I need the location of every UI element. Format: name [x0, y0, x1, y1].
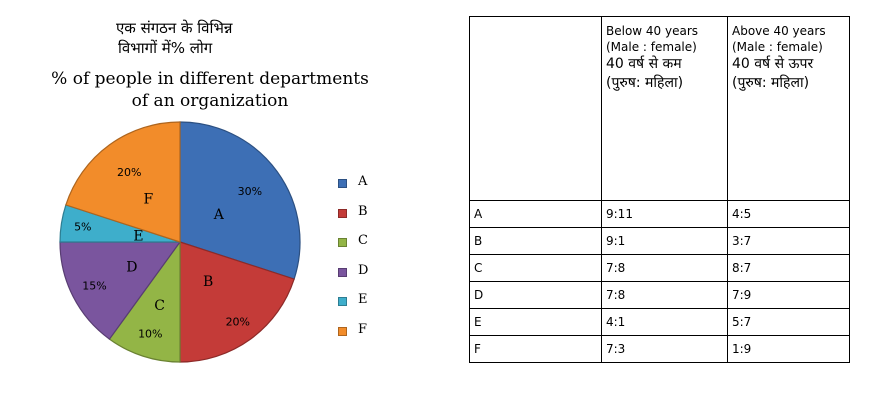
header-below-40-en-line-1: Below 40 years [606, 24, 699, 38]
header-above-40-en-line-1: Above 40 years [732, 24, 826, 38]
table-header-row: Below 40 years (Male : female) 40 वर्ष स… [469, 16, 850, 201]
table-cell-below-40: 9:1 [601, 227, 728, 255]
chart-title-hindi-line-2: विभागों में% लोग [118, 39, 213, 57]
table-cell-below-40: 4:1 [601, 308, 728, 336]
chart-title: % of people in different departments of … [30, 68, 390, 112]
legend-label-d: D [358, 262, 369, 278]
table-row: C 7:8 8:7 [469, 254, 850, 282]
pie-slice-f [65, 121, 181, 243]
table-row: A 9:11 4:5 [469, 200, 850, 228]
header-below-40-hi-line-1: 40 वर्ष से कम [606, 56, 682, 72]
legend-swatch-e [338, 297, 347, 306]
pie-slice-c [108, 240, 181, 363]
table-cell-above-40: 3:7 [727, 227, 850, 255]
header-below-40-hi-line-2: (पुरुष: महिला) [606, 75, 684, 91]
pie-slice-a [179, 121, 301, 280]
table-cell-below-40: 7:3 [601, 335, 728, 363]
pie-value-label-f: 20% [117, 166, 141, 179]
chart-title-hindi: एक संगठन के विभिन्न विभागों में% लोग [116, 18, 326, 58]
pie-value-label-b: 20% [226, 316, 250, 329]
legend-swatch-c [338, 238, 347, 247]
table-row: D 7:8 7:9 [469, 281, 850, 309]
table-row: B 9:1 3:7 [469, 227, 850, 255]
table-cell-below-40: 9:11 [601, 200, 728, 228]
pie-slice-d [59, 241, 182, 340]
pie-category-label-b: B [203, 274, 213, 290]
table-cell-above-40: 5:7 [727, 308, 850, 336]
chart-title-line-2: of an organization [131, 91, 289, 111]
table-header-cell-blank [469, 16, 602, 201]
legend-label-f: F [358, 321, 368, 337]
chart-title-line-1: % of people in different departments [51, 69, 369, 89]
pie-slice-b [179, 241, 295, 363]
table-cell-above-40: 4:5 [727, 200, 850, 228]
table-row: F 7:3 1:9 [469, 335, 850, 363]
table-cell-department: B [469, 227, 602, 255]
legend-label-b: B [358, 203, 368, 219]
table-row: E 4:1 5:7 [469, 308, 850, 336]
pie-category-label-f: F [143, 191, 153, 207]
table-cell-below-40: 7:8 [601, 281, 728, 309]
legend-label-c: C [358, 233, 368, 248]
table-cell-department: D [469, 281, 602, 309]
pie-chart: A30%B20%C10%D15%E5%F20% [59, 121, 301, 363]
table-cell-above-40: 1:9 [727, 335, 850, 363]
table-header-above-40: Above 40 years (Male : female) 40 वर्ष स… [727, 16, 850, 201]
header-above-40-en-line-2: (Male : female) [732, 40, 823, 54]
pie-category-label-d: D [126, 260, 137, 276]
chart-title-hindi-line-1: एक संगठन के विभिन्न [116, 19, 233, 37]
header-above-40-hi-line-2: (पुरुष: महिला) [732, 75, 810, 91]
pie-category-label-a: A [213, 207, 225, 223]
pie-category-label-c: C [154, 298, 165, 314]
legend-label-e: E [358, 292, 368, 307]
table-cell-department: F [469, 335, 602, 363]
table-cell-above-40: 7:9 [727, 281, 850, 309]
table-cell-department: C [469, 254, 602, 282]
pie-value-label-e: 5% [74, 221, 91, 234]
header-above-40-hi-line-1: 40 वर्ष से ऊपर [732, 56, 814, 72]
legend-swatch-b [338, 208, 347, 218]
table-cell-below-40: 7:8 [601, 254, 728, 282]
ratio-table: Below 40 years (Male : female) 40 वर्ष स… [469, 16, 850, 363]
pie-value-label-d: 15% [82, 280, 106, 293]
table-cell-above-40: 8:7 [727, 254, 850, 282]
pie-value-label-c: 10% [138, 327, 162, 340]
table-header-below-40: Below 40 years (Male : female) 40 वर्ष स… [601, 16, 728, 201]
table-cell-department: A [469, 200, 602, 228]
table-cell-department: E [469, 308, 602, 336]
legend-label-a: A [358, 174, 368, 189]
legend-swatch-a [338, 179, 347, 188]
pie-category-label-e: E [133, 228, 143, 244]
pie-value-label-a: 30% [238, 185, 262, 198]
legend-swatch-f [338, 326, 347, 336]
header-below-40-en-line-2: (Male : female) [606, 40, 697, 54]
legend-swatch-d [338, 267, 347, 277]
